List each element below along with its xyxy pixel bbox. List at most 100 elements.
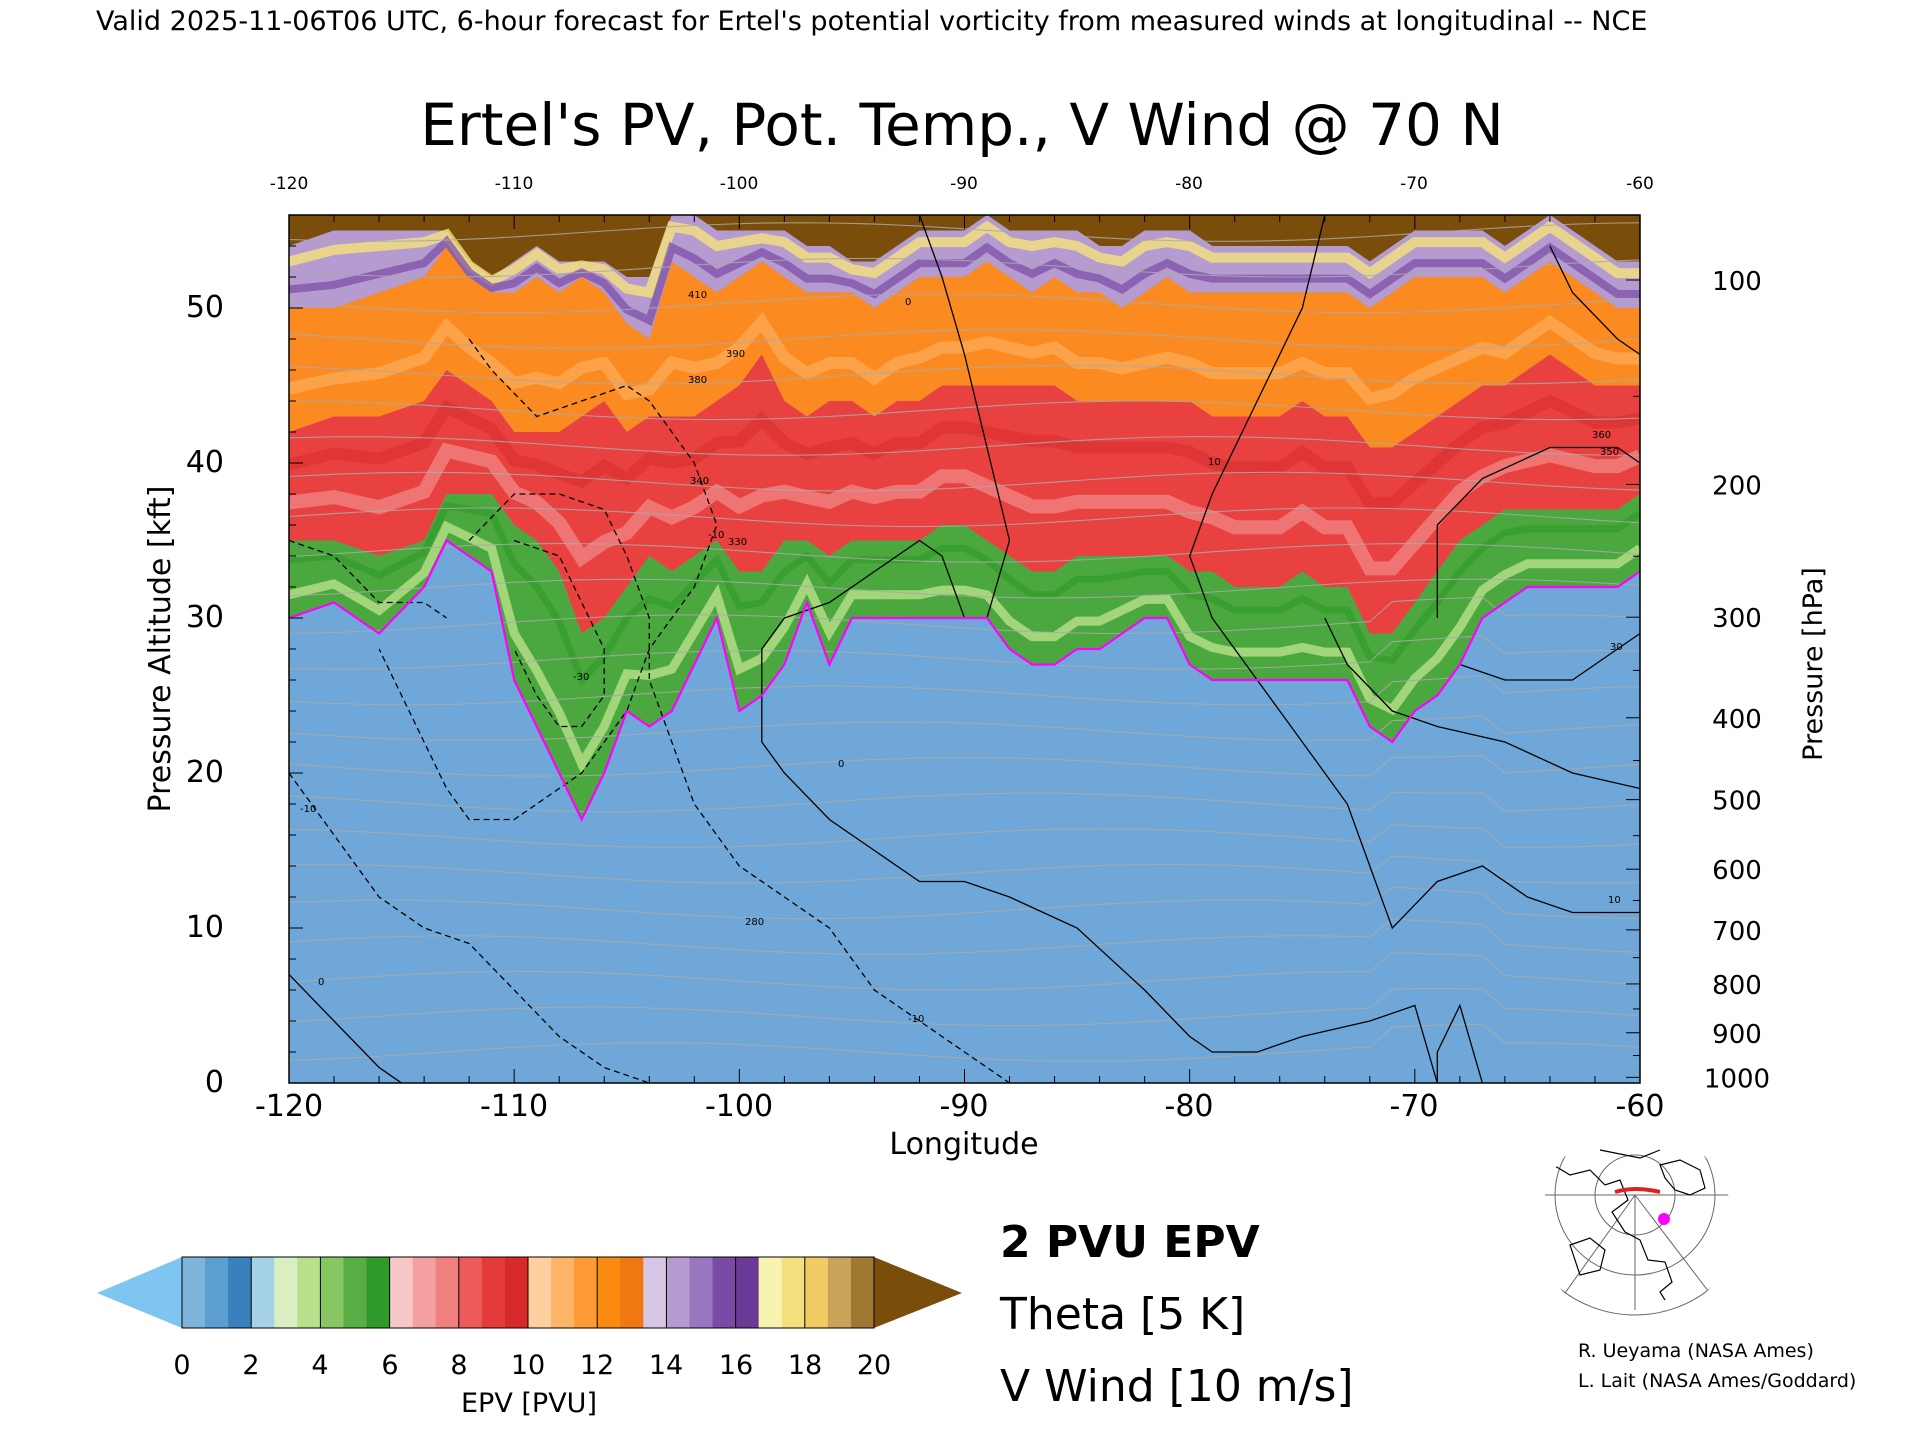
vwind-contour-30-right xyxy=(1459,632,1640,681)
y-tick-label: 10 xyxy=(186,910,224,945)
x-top-tick-label: -110 xyxy=(495,174,534,194)
theta-contour-line xyxy=(289,918,1640,955)
colorbar-segment xyxy=(504,1257,529,1328)
colorbar-segment xyxy=(827,1257,852,1328)
vwind-contour-neg10-left xyxy=(289,772,650,1083)
vwind-contour-0-left xyxy=(289,974,402,1083)
colorbar-dividers xyxy=(181,1256,875,1329)
vwind-label-neg10-bottom: -10 xyxy=(908,1014,924,1025)
colorbar-tick: 10 xyxy=(511,1350,545,1381)
theta-contour-line xyxy=(289,824,1640,848)
x-top-tick-label: -80 xyxy=(1175,174,1203,194)
theta-label-280: 280 xyxy=(745,917,764,928)
theta-contour-line xyxy=(289,886,1640,920)
vwind-label-10-right: 10 xyxy=(1608,895,1621,906)
colorbar-tick: 20 xyxy=(857,1350,891,1381)
x-axis-label: Longitude xyxy=(889,1127,1038,1162)
vwind-contour-neg10-upper-left xyxy=(289,539,447,619)
legend-vwind: V Wind [10 m/s] xyxy=(1000,1361,1354,1412)
colorbar-segment xyxy=(366,1257,391,1328)
map-latitude-circle xyxy=(1537,1127,1733,1316)
vwind-contour-10-main xyxy=(1189,215,1640,930)
theta-label-330: 330 xyxy=(728,537,747,548)
theta-contour-line xyxy=(289,635,1640,670)
vwind-contours xyxy=(289,215,1640,1083)
epv-band-2-6 xyxy=(289,494,1640,820)
y-tick-label: 30 xyxy=(186,600,224,635)
legend-theta: Theta [5 K] xyxy=(999,1289,1245,1340)
colorbar-segment xyxy=(458,1257,483,1328)
theta-contours xyxy=(289,222,1640,1062)
x-axis-top-labels: -120 -110 -100 -90 -80 -70 -60 xyxy=(270,174,1654,194)
colorbar-segment xyxy=(274,1257,298,1328)
theta-label-380: 380 xyxy=(688,375,707,386)
colorbar-tick: 16 xyxy=(719,1350,753,1381)
x-tick-label: -70 xyxy=(1390,1089,1439,1124)
colorbar-segment xyxy=(597,1257,621,1328)
theta-contour-line xyxy=(289,257,1640,278)
theta-contour-line xyxy=(289,507,1640,528)
y-tick-label: 0 xyxy=(205,1065,224,1100)
theta-contour-line xyxy=(289,791,1640,813)
vwind-contour-10-upper-right xyxy=(1436,446,1640,618)
theta-contour-line xyxy=(289,754,1640,777)
legend: 2 PVU EPV Theta [5 K] V Wind [10 m/s] xyxy=(999,1217,1354,1412)
colorbar-segment xyxy=(758,1257,783,1328)
theta-contour-line xyxy=(289,1023,1640,1062)
x-tick-label: -60 xyxy=(1616,1089,1665,1124)
colorbar-segment xyxy=(850,1257,875,1328)
theta-contour-line xyxy=(289,596,1640,635)
epv-filled-bands xyxy=(289,215,1640,820)
x-tick-label: -110 xyxy=(480,1089,548,1124)
map-graticule xyxy=(1537,1127,1733,1316)
pressure-tick-label: 400 xyxy=(1712,705,1762,735)
vwind-contour-10-lower xyxy=(1324,617,1640,790)
y-axis-label: Pressure Altitude [kft] xyxy=(143,486,178,813)
theta-contour-line xyxy=(289,471,1640,492)
pressure-tick-label: 200 xyxy=(1712,472,1762,502)
chart-title: Ertel's PV, Pot. Temp., V Wind @ 70 N xyxy=(420,91,1503,159)
map-inset xyxy=(1537,1127,1733,1316)
colorbar-segment xyxy=(205,1257,229,1328)
theta-contour-line xyxy=(289,855,1640,884)
theta-contour-line xyxy=(289,715,1640,741)
vwind-label-0-top: 0 xyxy=(905,297,911,308)
map-location-marker xyxy=(1658,1213,1670,1225)
vwind-label-0-mid: 0 xyxy=(838,759,844,770)
y-tick-label: 20 xyxy=(186,755,224,790)
theta-contour-line xyxy=(289,329,1640,349)
colorbar-segment xyxy=(528,1257,552,1328)
theta-label-410: 410 xyxy=(688,290,707,301)
pressure-tick-label: 700 xyxy=(1712,917,1762,947)
epv-band-yellow-accent xyxy=(289,220,1640,299)
x-top-tick-label: -60 xyxy=(1626,174,1654,194)
y-axis-right-pressure-labels: 100 200 300 400 500 600 700 800 900 1000 xyxy=(1704,267,1770,1094)
x-top-tick-label: -100 xyxy=(720,174,759,194)
vwind-label-30-right: 30 xyxy=(1610,642,1623,653)
plot-area: 0 -10 -30 -10 0 10 0 10 30 -10 280 330 3… xyxy=(288,214,1641,1084)
colorbar-segment xyxy=(182,1257,206,1328)
colorbar-segment xyxy=(781,1257,806,1328)
epv-band-darkgreen-accent xyxy=(289,501,1640,687)
x-top-tick-label: -120 xyxy=(270,174,309,194)
colorbar-segment xyxy=(320,1257,345,1328)
pressure-tick-label: 1000 xyxy=(1704,1064,1770,1094)
x-tick-label: -90 xyxy=(940,1089,989,1124)
epv-band-over-20 xyxy=(289,215,1640,277)
colorbar-segment xyxy=(481,1257,506,1328)
colorbar-segment xyxy=(228,1257,252,1328)
pressure-tick-label: 900 xyxy=(1712,1020,1762,1050)
vwind-contour-neg10-mid xyxy=(468,493,1010,1083)
credit-line-1: R. Ueyama (NASA Ames) xyxy=(1578,1340,1814,1362)
colorbar-segment xyxy=(712,1257,737,1328)
x-tick-label: -80 xyxy=(1165,1089,1214,1124)
colorbar-over-arrow xyxy=(874,1257,962,1328)
valid-time-header: Valid 2025-11-06T06 UTC, 6-hour forecast… xyxy=(96,6,1647,37)
map-cross-section-line xyxy=(1614,1187,1661,1194)
theta-label-340: 340 xyxy=(690,476,709,487)
x-top-tick-label: -70 xyxy=(1400,174,1428,194)
theta-contour-line xyxy=(289,987,1640,1027)
colorbar-tick: 2 xyxy=(242,1350,259,1381)
colorbar-segment xyxy=(251,1257,275,1328)
vwind-contour-0-main xyxy=(761,215,1438,1083)
